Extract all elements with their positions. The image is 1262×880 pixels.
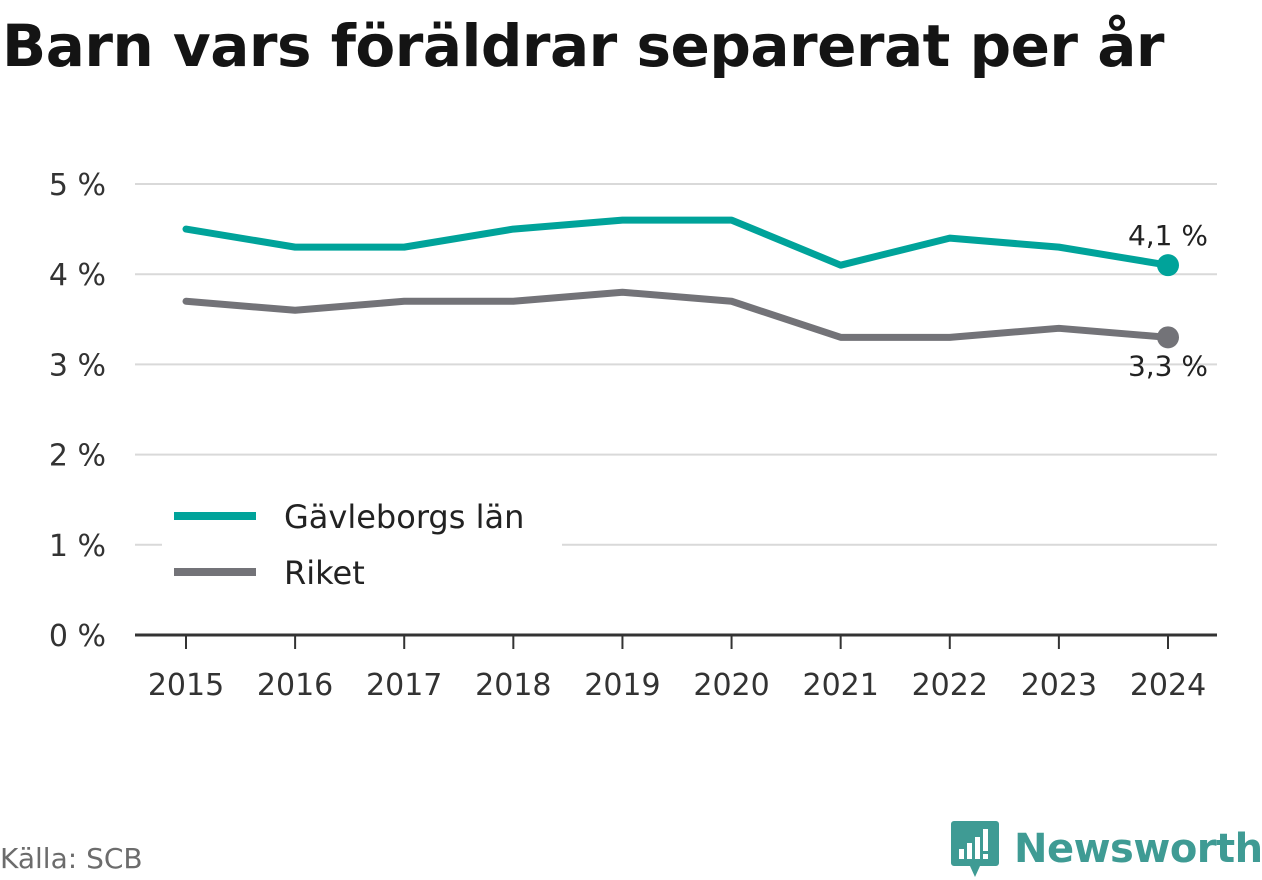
x-tick-label: 2021: [802, 668, 878, 703]
x-tick-label: 2017: [366, 668, 442, 703]
x-axis: 2015 2016 2017 2018 2019 2020 2021 2022 2023 2024: [135, 633, 1217, 703]
source-note: Källa: SCB: [0, 842, 143, 875]
x-tick-label: 2015: [148, 668, 224, 703]
series-lines: [182, 216, 1179, 349]
x-tick-label: 2022: [912, 668, 988, 703]
data-label: 4,1 %: [1128, 219, 1208, 252]
y-tick-label: 2 %: [49, 439, 106, 474]
brand-name: Newsworthy: [1014, 826, 1262, 872]
x-tick-label: 2016: [257, 668, 333, 703]
newsworthy-logo-icon: [951, 821, 999, 877]
y-tick-label: 0 %: [49, 619, 106, 654]
x-tick-label: 2023: [1021, 668, 1097, 703]
y-tick-label: 1 %: [49, 529, 106, 564]
legend-label: Gävleborgs län: [284, 498, 524, 536]
legend-label: Riket: [284, 554, 365, 592]
series-end-marker: [1157, 254, 1179, 277]
y-axis-tick-labels: 0 % 1 % 2 % 3 % 4 % 5 %: [49, 168, 106, 654]
x-tick-label: 2024: [1130, 668, 1206, 703]
series-line: [182, 288, 1172, 341]
legend: Gävleborgs län Riket: [162, 492, 562, 602]
x-tick-label: 2020: [693, 668, 769, 703]
series-end-marker: [1157, 326, 1179, 349]
y-tick-label: 4 %: [49, 258, 106, 293]
data-label: 3,3 %: [1128, 349, 1208, 382]
gridlines: [135, 183, 1217, 546]
brand-logo: Newsworthy: [950, 818, 1262, 880]
y-tick-label: 3 %: [49, 348, 106, 383]
legend-background: [162, 492, 562, 602]
y-tick-label: 5 %: [49, 168, 106, 203]
x-tick-label: 2019: [584, 668, 660, 703]
chart-title: Barn vars föräldrar separerat per år: [2, 12, 1164, 80]
series-line: [182, 216, 1172, 269]
x-tick-label: 2018: [475, 668, 551, 703]
end-labels: 4,1 % 3,3 %: [1128, 219, 1208, 382]
